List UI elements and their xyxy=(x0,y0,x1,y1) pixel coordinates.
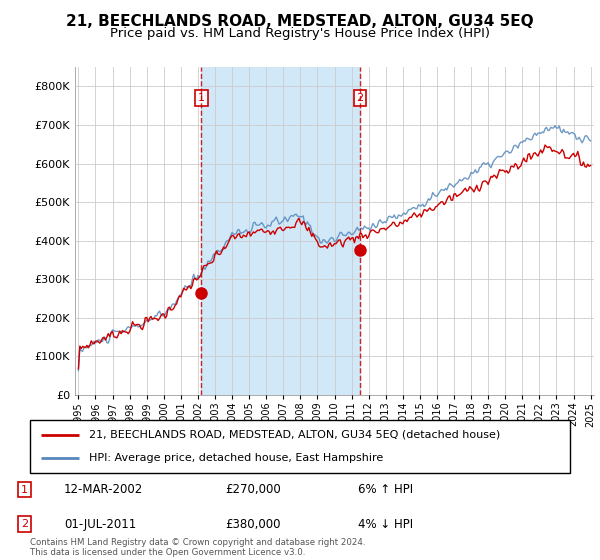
Text: 1: 1 xyxy=(21,484,28,494)
Text: 01-JUL-2011: 01-JUL-2011 xyxy=(64,517,136,530)
Text: Contains HM Land Registry data © Crown copyright and database right 2024.
This d: Contains HM Land Registry data © Crown c… xyxy=(30,538,365,557)
Text: 4% ↓ HPI: 4% ↓ HPI xyxy=(358,517,413,530)
Bar xyxy=(202,67,360,395)
Text: 1: 1 xyxy=(198,93,205,103)
Text: Price paid vs. HM Land Registry's House Price Index (HPI): Price paid vs. HM Land Registry's House … xyxy=(110,27,490,40)
Text: 21, BEECHLANDS ROAD, MEDSTEAD, ALTON, GU34 5EQ: 21, BEECHLANDS ROAD, MEDSTEAD, ALTON, GU… xyxy=(66,14,534,29)
FancyBboxPatch shape xyxy=(30,420,570,473)
Text: 6% ↑ HPI: 6% ↑ HPI xyxy=(358,483,413,496)
Text: 2: 2 xyxy=(356,93,364,103)
Text: £380,000: £380,000 xyxy=(225,517,281,530)
Text: 12-MAR-2002: 12-MAR-2002 xyxy=(64,483,143,496)
Text: HPI: Average price, detached house, East Hampshire: HPI: Average price, detached house, East… xyxy=(89,453,383,463)
Text: 2: 2 xyxy=(21,519,28,529)
Text: 21, BEECHLANDS ROAD, MEDSTEAD, ALTON, GU34 5EQ (detached house): 21, BEECHLANDS ROAD, MEDSTEAD, ALTON, GU… xyxy=(89,430,500,440)
Text: £270,000: £270,000 xyxy=(225,483,281,496)
